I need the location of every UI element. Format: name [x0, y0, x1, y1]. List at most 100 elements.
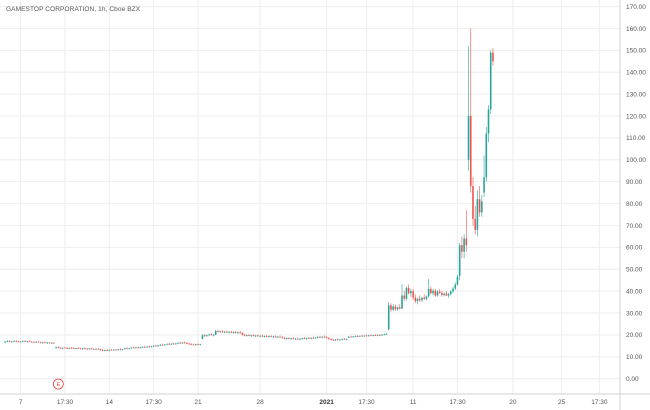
candle-body: [483, 177, 485, 193]
candle-body: [212, 334, 215, 336]
candle-body: [432, 290, 434, 294]
candle-body: [210, 334, 213, 336]
candle-body: [452, 288, 454, 292]
candle: [458, 242, 461, 281]
candle-body: [390, 305, 392, 310]
candle-body: [294, 338, 297, 340]
candle-body: [370, 335, 372, 337]
candle-body: [55, 347, 57, 348]
event-marker[interactable]: E: [52, 378, 64, 390]
candle-body: [199, 344, 202, 345]
candle-body: [265, 335, 268, 337]
candle-body: [206, 335, 208, 336]
candle: [221, 330, 224, 333]
candle: [228, 331, 230, 334]
candle: [26, 340, 29, 343]
candle-body: [168, 343, 170, 345]
candle-body: [405, 287, 408, 299]
candle: [252, 334, 255, 337]
x-tick-label: 17:30: [57, 399, 74, 406]
candle: [66, 347, 68, 349]
candle: [472, 177, 474, 226]
candle: [405, 286, 408, 301]
candle-body: [144, 346, 146, 348]
candle-body: [361, 335, 363, 337]
candle-body: [42, 342, 44, 344]
candle: [254, 334, 257, 338]
candle-body: [35, 341, 37, 343]
candle-body: [423, 297, 425, 300]
candle: [6, 340, 9, 343]
candle: [272, 335, 275, 338]
candle: [432, 288, 434, 296]
candle: [294, 337, 297, 341]
candle: [363, 335, 366, 337]
candle: [13, 340, 15, 343]
candle: [330, 338, 332, 341]
candle: [124, 348, 126, 350]
candle-body: [396, 307, 399, 310]
candle-body: [365, 335, 368, 337]
earnings-event-icon[interactable]: [52, 378, 64, 390]
candle: [163, 344, 166, 346]
candle: [341, 338, 343, 341]
candle-body: [474, 218, 476, 230]
candle-body: [308, 337, 310, 339]
candle: [90, 347, 93, 350]
candle-body: [421, 297, 423, 301]
candle-body: [10, 341, 13, 343]
candle: [414, 294, 417, 304]
candle: [323, 335, 326, 338]
candle-body: [481, 201, 483, 213]
candle-body: [461, 245, 463, 252]
candle-body: [159, 344, 162, 346]
candle: [288, 337, 290, 340]
candle-body: [492, 52, 494, 62]
candle-body: [99, 349, 102, 351]
candle-body: [339, 339, 341, 341]
candle-body: [418, 298, 421, 301]
candle-body: [285, 338, 288, 339]
candle-body: [68, 347, 71, 349]
candle-body: [303, 338, 306, 339]
candle: [181, 342, 184, 344]
candle: [64, 346, 66, 349]
candle-body: [383, 334, 386, 336]
candle: [396, 306, 399, 311]
candle: [101, 349, 104, 352]
candle: [208, 333, 210, 337]
candle-body: [24, 341, 26, 343]
candle-body: [252, 335, 255, 337]
candle: [128, 347, 131, 350]
candle: [356, 335, 359, 337]
candle: [126, 347, 128, 350]
candle: [59, 346, 62, 349]
candle: [478, 186, 481, 217]
candle: [97, 348, 100, 350]
candle-body: [19, 341, 22, 343]
candle: [430, 286, 432, 295]
candle-body: [4, 341, 6, 343]
candle: [487, 105, 490, 143]
candle-body: [305, 337, 308, 339]
candle-body: [403, 295, 406, 299]
candle: [201, 334, 204, 340]
candle-body: [401, 295, 403, 309]
candle: [423, 294, 425, 300]
candle: [4, 341, 6, 344]
candle-body: [367, 335, 370, 337]
candle: [343, 337, 346, 340]
candle-body: [430, 288, 432, 294]
candle-body: [155, 345, 157, 347]
candle: [279, 335, 281, 338]
candle: [199, 343, 202, 346]
candle: [197, 343, 199, 346]
candle-body: [350, 336, 352, 338]
candle: [106, 349, 108, 351]
candle-body: [314, 337, 317, 339]
candle: [166, 343, 168, 346]
candle-body: [163, 344, 166, 346]
candle-body: [186, 342, 188, 344]
candle: [421, 296, 423, 303]
